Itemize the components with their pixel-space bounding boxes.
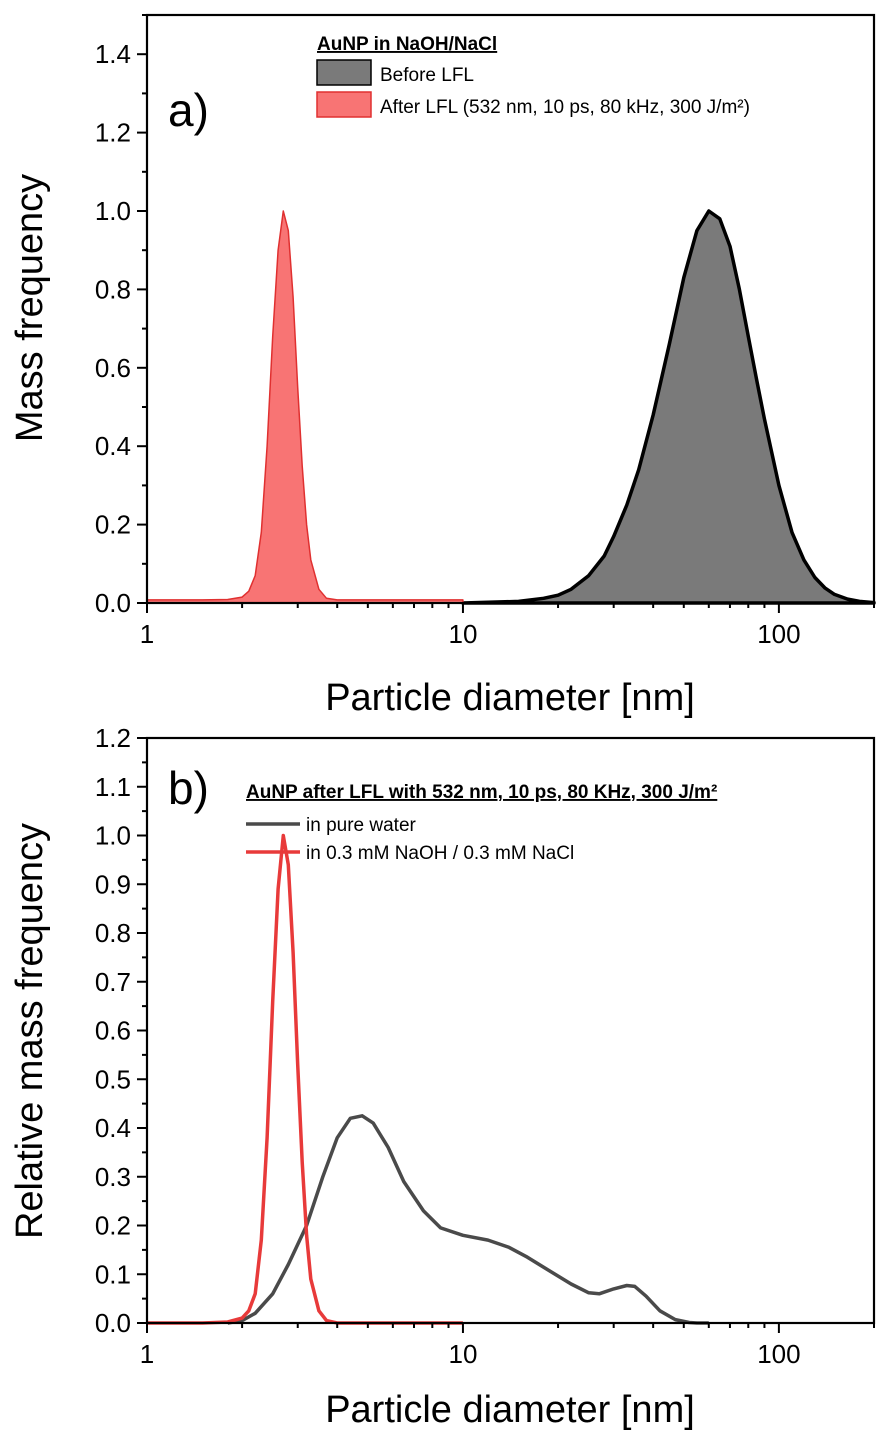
panel-a: 1 10 100 0.0 0.2 0.4 0.6 0.8 1.0 1.2 1.4 Particle … (9, 13, 876, 719)
panel-b-series-pure-water-line (227, 1114, 709, 1325)
panel-a-y-tick-label: 0.8 (95, 274, 131, 304)
panel-b-y-tick-label: 0.1 (95, 1259, 131, 1289)
panel-a-series-after-lfl-area (146, 210, 464, 604)
panel-a-y-tick-label: 0.2 (95, 510, 131, 540)
panel-b-y-tick-label: 1.1 (95, 772, 131, 802)
panel-b-tick-labels: 1 10 100 0.0 0.1 0.2 0.3 0.4 0.5 0.6 0.7 0.8 0.9 1.0 1… (95, 723, 801, 1369)
panel-b-legend-title: AuNP after LFL with 532 nm, 10 ps, 80 KH… (246, 782, 717, 803)
legend-label-before-lfl: Before LFL (380, 65, 474, 86)
panel-a-plot-frame (145, 13, 876, 605)
panel-a-x-tick-label: 10 (448, 619, 477, 649)
panel-a-y-axis-title: Mass frequency (9, 174, 51, 442)
panel-a-ticks (137, 14, 875, 613)
panel-b-ticks (137, 737, 875, 1333)
panel-b-y-axis-title: Relative mass frequency (9, 823, 51, 1239)
panel-b-y-tick-label: 1.2 (95, 723, 131, 753)
panel-b-y-tick-label: 0.5 (95, 1064, 131, 1094)
panel-b-y-tick-label: 0.9 (95, 869, 131, 899)
panel-b-series-naoh-nacl-line (147, 833, 463, 1325)
panel-a-x-axis-title: Particle diameter [nm] (325, 677, 695, 719)
legend-label-pure-water: in pure water (306, 815, 417, 836)
panel-a-series-layer (146, 209, 876, 605)
panel-a-y-tick-label: 1.0 (95, 196, 131, 226)
panel-a-y-tick-label: 0.0 (95, 588, 131, 618)
panel-b: 1 10 100 0.0 0.1 0.2 0.3 0.4 0.5 0.6 0.7 0.8 0.9 1.0 1… (9, 723, 876, 1431)
panel-a-y-tick-label: 0.6 (95, 353, 131, 383)
panel-b-y-tick-label: 0.2 (95, 1211, 131, 1241)
panel-b-x-axis-title: Particle diameter [nm] (325, 1389, 695, 1431)
panel-a-legend-title: AuNP in NaOH/NaCl (317, 34, 497, 55)
panel-a-label: a) (168, 84, 209, 136)
panel-a-y-tick-label: 1.4 (95, 39, 131, 69)
panel-a-y-tick-label: 1.2 (95, 118, 131, 148)
panel-a-y-tick-label: 0.4 (95, 431, 131, 461)
legend-label-after-lfl: After LFL (532 nm, 10 ps, 80 kHz, 300 J/… (380, 97, 750, 118)
panel-b-series-layer (147, 833, 709, 1325)
panel-b-y-tick-label: 0.3 (95, 1162, 131, 1192)
panel-b-label: b) (168, 762, 209, 814)
panel-a-x-tick-label: 1 (140, 619, 154, 649)
panel-b-x-tick-label: 1 (140, 1339, 154, 1369)
legend-swatch-after-lfl (316, 91, 372, 118)
panel-b-x-tick-label: 10 (448, 1339, 477, 1369)
panel-a-x-tick-label: 100 (757, 619, 800, 649)
panel-b-y-tick-label: 0.4 (95, 1113, 131, 1143)
panel-b-y-tick-label: 1.0 (95, 821, 131, 851)
legend-label-naoh-nacl: in 0.3 mM NaOH / 0.3 mM NaCl (306, 843, 574, 864)
panel-b-y-tick-label: 0.0 (95, 1308, 131, 1338)
panel-b-legend: AuNP after LFL with 532 nm, 10 ps, 80 KH… (246, 782, 717, 864)
panel-b-x-tick-label: 100 (757, 1339, 800, 1369)
panel-a-series-before-lfl-area (461, 209, 876, 605)
panel-a-tick-labels: 1 10 100 0.0 0.2 0.4 0.6 0.8 1.0 1.2 1.4 (95, 39, 801, 649)
legend-swatch-before-lfl (316, 59, 372, 86)
panel-a-legend: AuNP in NaOH/NaCl Before LFL After LFL (… (316, 34, 750, 118)
panel-b-y-tick-label: 0.6 (95, 1016, 131, 1046)
panel-b-y-tick-label: 0.7 (95, 967, 131, 997)
panel-b-y-tick-label: 0.8 (95, 918, 131, 948)
